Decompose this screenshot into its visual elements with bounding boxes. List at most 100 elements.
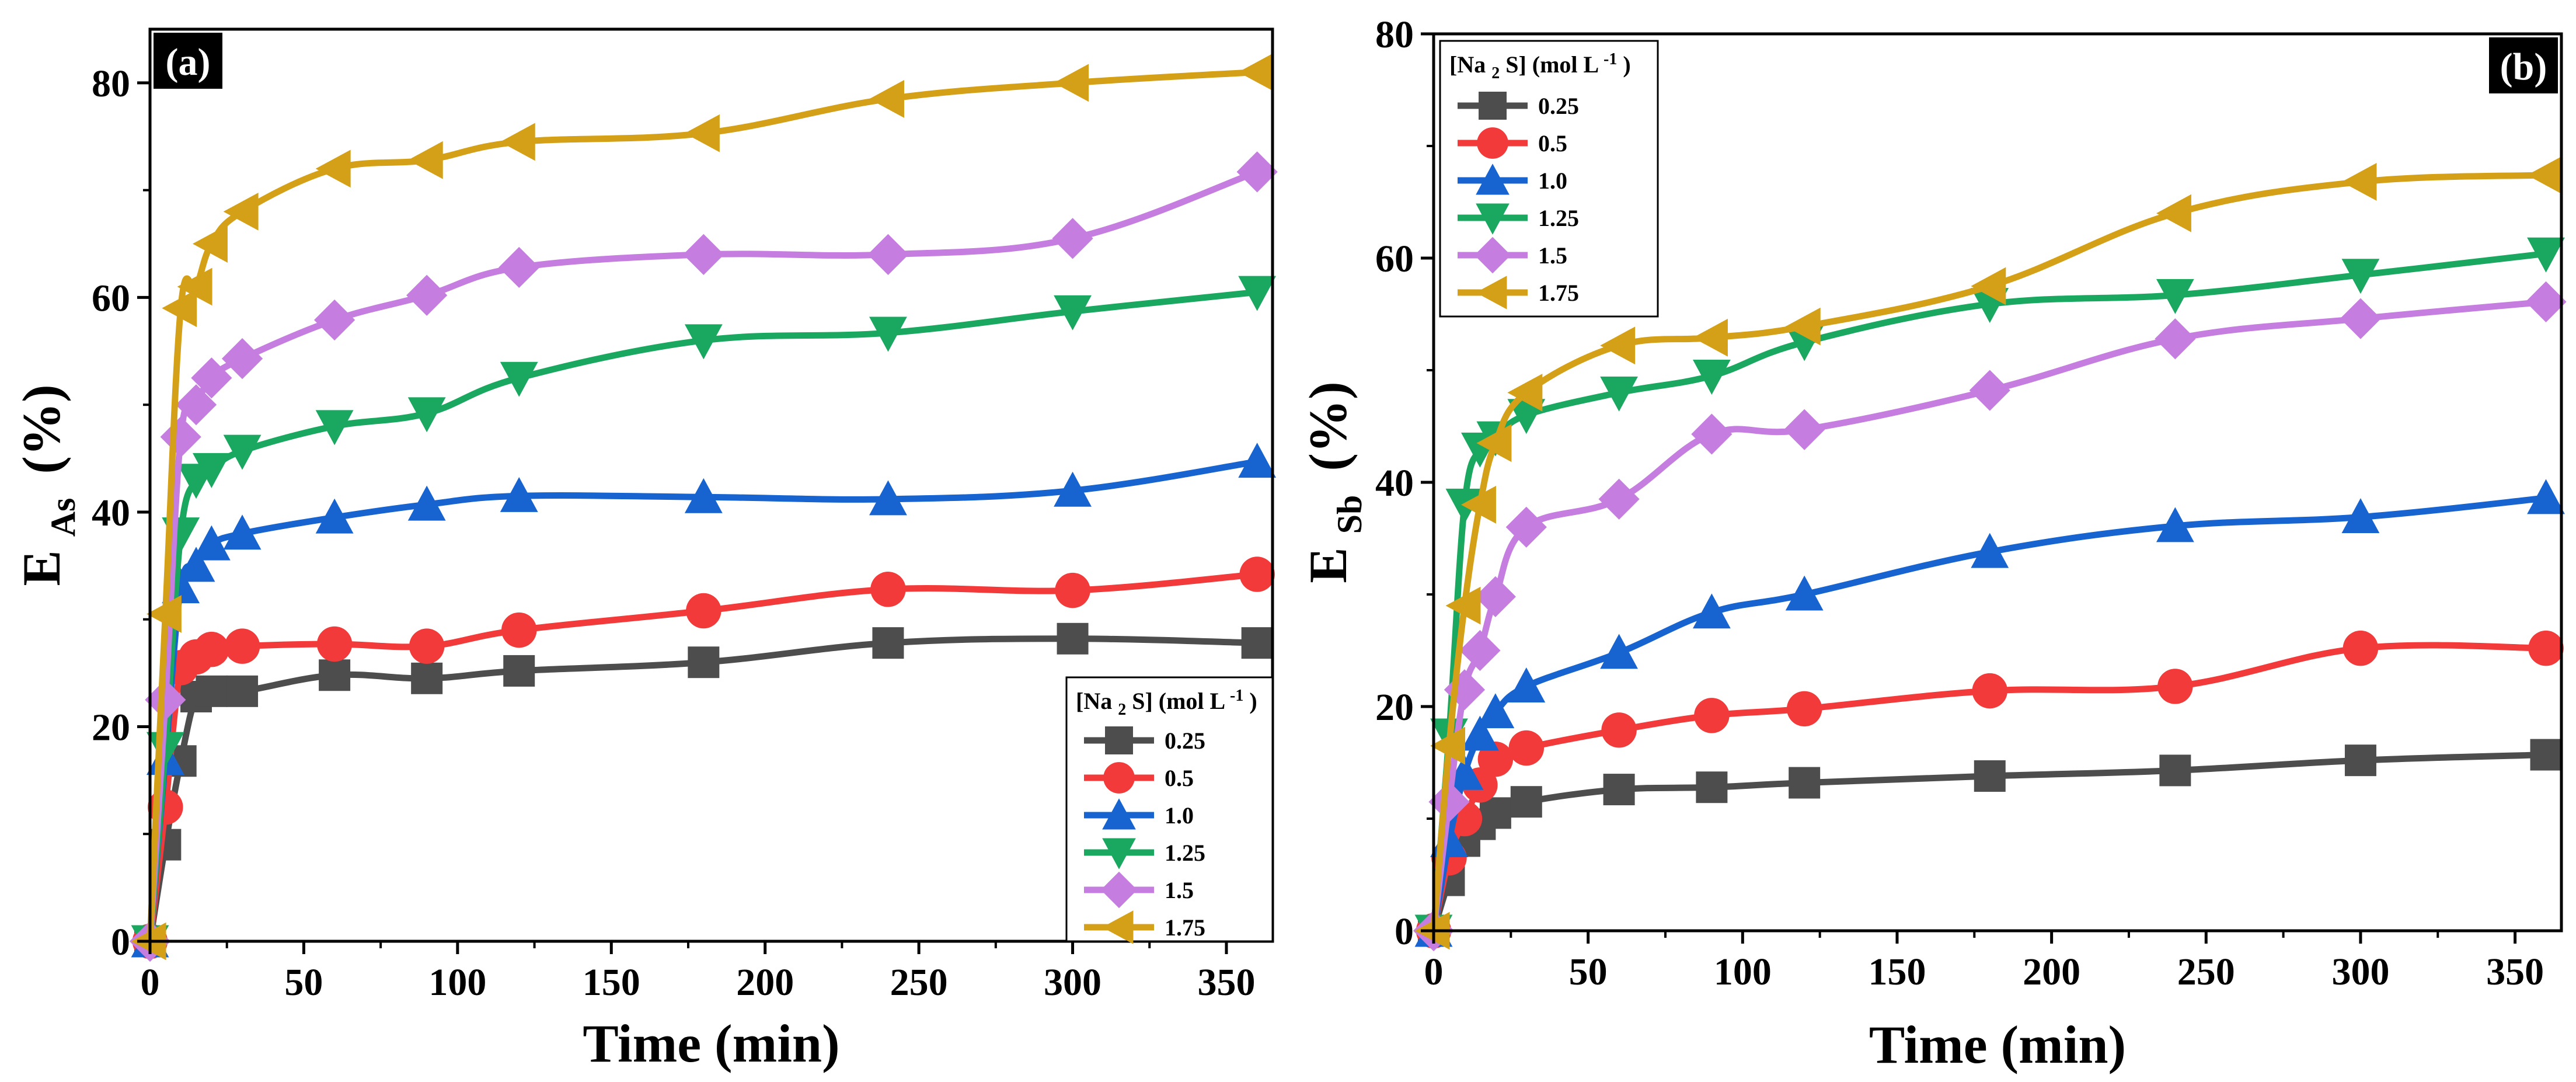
panel-a-x-axis-title: Time (min) — [583, 1014, 839, 1073]
panel-b-data-point-1.0 — [1971, 533, 2009, 568]
panel-b-y-axis-title-unit: (%) — [1298, 381, 1358, 471]
panel-a-data-point-1.75 — [869, 80, 904, 118]
panel-a-data-point-1.25 — [315, 410, 354, 446]
panel-a-legend-title-subscript: 2 — [1118, 701, 1126, 719]
panel-b-legend-title-subscript: 2 — [1491, 64, 1500, 82]
panel-b-data-point-1.5 — [1475, 576, 1516, 617]
panel-b-label-text: (b) — [2500, 46, 2547, 88]
panel-a-data-point-0.25 — [1241, 627, 1273, 659]
panel-b-data-point-1.5 — [2525, 281, 2567, 322]
panel-a-data-point-1.25 — [1054, 295, 1092, 330]
panel-b-data-point-0.25 — [2530, 739, 2562, 771]
panel-a-data-point-0.25 — [319, 659, 351, 691]
panel-a-legend-box — [1065, 676, 1274, 942]
panel-a-x-tick-label: 50 — [284, 961, 323, 1004]
panel-b-data-point-1.75 — [1476, 424, 1512, 462]
panel-a-data-point-1.5 — [191, 357, 232, 399]
panel-b-x-tick-label: 100 — [1714, 951, 1772, 993]
panel-a-data-point-0.5 — [501, 612, 537, 648]
panel-a-data-point-1.0 — [869, 480, 907, 516]
panel-a-data-point-1.5 — [145, 679, 186, 721]
panel-a-data-point-1.0 — [315, 498, 354, 534]
panel-a-legend-title-superscript: -1 — [1230, 687, 1243, 705]
panel-b-x-tick-label: 0 — [1424, 951, 1444, 993]
panel-a-data-point-1.75 — [315, 149, 351, 188]
panel-b-label-background — [2489, 37, 2558, 93]
panel-a-legend-swatch-marker-0.5 — [1103, 762, 1135, 794]
panel-b-data-point-1.0 — [2341, 498, 2380, 534]
panel-b-y-tick-label: 60 — [1375, 238, 1414, 280]
panel-a-data-point-0.5 — [194, 631, 229, 667]
panel-a-data-point-0.25 — [226, 675, 259, 707]
panel-a-data-point-1.0 — [192, 525, 231, 561]
panel-a-y-axis-title-subscript: As — [44, 498, 82, 537]
panel-a-data-point-0.5 — [1055, 572, 1090, 608]
panel-b-data-point-1.75 — [1785, 307, 1821, 346]
panel-b-x-tick-label: 150 — [1868, 951, 1926, 993]
panel-a-legend-label-1.5: 1.5 — [1165, 877, 1194, 903]
panel-a: 0 50 100 150 200 250 300 350 0 20 40 60 80 (a) Time … — [12, 27, 1278, 1073]
panel-b-data-point-0.5 — [2157, 669, 2193, 704]
panel-b-data-point-0.25 — [1479, 797, 1511, 829]
panel-a-data-point-0.5 — [870, 572, 906, 607]
panel-b-data-point-1.0 — [1445, 754, 1484, 790]
panel-a-data-point-1.75 — [407, 141, 443, 179]
panel-a-data-point-1.0 — [1238, 443, 1277, 478]
panel-a-y-axis-title: E As (%) — [12, 384, 86, 586]
panel-a-label-background — [154, 33, 222, 89]
panel-a-x-tick-label: 100 — [428, 961, 486, 1004]
panel-a-data-point-1.25 — [192, 453, 231, 488]
panel-a-data-point-1.5 — [221, 338, 263, 380]
panel-a-y-tick-label: 60 — [92, 277, 130, 319]
panel-a-legend-label-0.25: 0.25 — [1165, 728, 1205, 754]
panel-a-data-point-0.5 — [224, 628, 260, 664]
panel-a-axes: 0 50 100 150 200 250 300 350 0 20 40 60 80 — [92, 27, 1274, 1004]
panel-a-series-layer — [129, 53, 1278, 962]
panel-a-legend-items: 0.25 0.5 1.0 1.25 1.5 1.75 — [1084, 726, 1205, 944]
panel-a-y-tick-label: 40 — [92, 492, 130, 534]
panel-b-legend-title-pre: [Na — [1449, 51, 1486, 78]
panel-a-data-point-1.5 — [406, 274, 448, 316]
panel-b-x-tick-label: 350 — [2486, 951, 2544, 993]
panel-a-data-point-1.5 — [867, 234, 909, 276]
panel-b-data-point-1.0 — [2156, 507, 2194, 542]
panel-b-y-tick-label: 40 — [1375, 462, 1414, 505]
panel-b-data-point-1.75 — [1430, 726, 1466, 765]
panel-b-legend-title-superscript: -1 — [1604, 50, 1617, 68]
panel-b-legend: [Na 2 S] (mol L -1 ) 0.25 0.5 1.0 1.25 1.5 1.… — [1439, 40, 1659, 318]
panel-b-legend-label-1.5: 1.5 — [1538, 242, 1567, 269]
panel-b-series-line-1.25 — [1430, 250, 2550, 934]
panel-a-data-point-1.25 — [869, 316, 907, 352]
panel-a-y-tick-label: 80 — [92, 62, 130, 105]
panel-a-label: (a) — [154, 33, 222, 89]
panel-b-data-point-1.5 — [1784, 409, 1825, 450]
panel-a-legend-label-1.0: 1.0 — [1165, 802, 1194, 829]
panel-b-data-point-0.25 — [1974, 760, 2006, 792]
panel-a-data-point-0.25 — [196, 675, 228, 707]
panel-b-data-point-1.0 — [1692, 593, 1731, 629]
panel-b-data-point-0.25 — [1510, 786, 1542, 818]
panel-a-data-point-1.5 — [1052, 218, 1093, 259]
panel-a-legend-title-post: ) — [1249, 688, 1257, 714]
panel-a-data-point-1.75 — [684, 114, 720, 152]
panel-a-data-point-1.75 — [146, 595, 182, 633]
panel-a-data-point-0.25 — [688, 646, 720, 679]
panel-a-data-point-1.0 — [1054, 471, 1092, 507]
panel-b-data-point-0.5 — [1601, 712, 1637, 748]
panel-a-data-point-0.5 — [686, 593, 721, 629]
panel-b-data-point-0.25 — [2159, 754, 2191, 787]
panel-b-y-axis-title-main: E — [1298, 547, 1358, 583]
panel-a-series-line-1.5 — [147, 168, 1261, 945]
panel-a-data-point-1.75 — [223, 193, 259, 231]
panel-b-data-point-1.25 — [2341, 259, 2380, 294]
panel-b-legend-swatch-marker-0.5 — [1477, 127, 1508, 159]
panel-b-legend-label-0.5: 0.5 — [1538, 130, 1567, 156]
panel-b-x-axis-title: Time (min) — [1869, 1015, 2126, 1074]
panel-b-data-point-1.5 — [2155, 318, 2196, 360]
panel-b-data-point-1.25 — [1692, 360, 1731, 395]
panel-a-x-tick-label: 200 — [736, 961, 794, 1004]
panel-b-data-point-1.75 — [1692, 318, 1728, 357]
panel-a-y-axis-title-main: E — [12, 550, 71, 586]
panel-b-data-point-1.75 — [1507, 374, 1543, 412]
